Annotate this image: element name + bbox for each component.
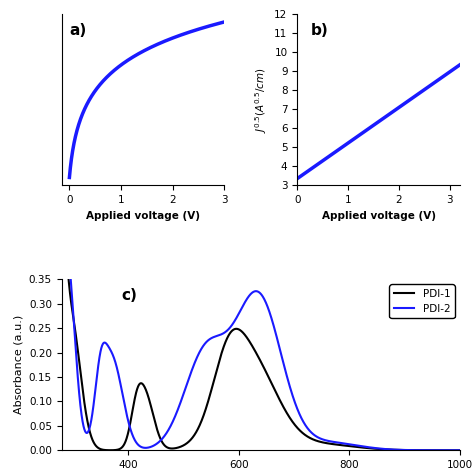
PDI-1: [457, 447, 463, 453]
PDI-2: [253, 288, 258, 294]
Line: PDI-2: PDI-2: [62, 130, 460, 450]
PDI-2: [59, 133, 64, 138]
PDI-2: [446, 447, 451, 453]
PDI-1: [60, 224, 66, 229]
Text: b): b): [310, 23, 328, 38]
PDI-1: [446, 447, 451, 453]
PDI-2: [446, 447, 451, 453]
Text: c): c): [121, 288, 137, 303]
PDI-1: [59, 228, 64, 234]
X-axis label: Applied voltage (V): Applied voltage (V): [86, 210, 200, 220]
PDI-2: [79, 416, 85, 422]
Line: PDI-1: PDI-1: [62, 227, 460, 450]
PDI-2: [457, 447, 463, 453]
Legend: PDI-1, PDI-2: PDI-1, PDI-2: [390, 284, 455, 318]
PDI-1: [79, 383, 85, 389]
Y-axis label: Absorbance (a.u.): Absorbance (a.u.): [13, 315, 23, 414]
PDI-2: [242, 300, 248, 305]
Text: a): a): [70, 23, 87, 38]
PDI-1: [242, 332, 248, 337]
PDI-2: [60, 128, 65, 133]
X-axis label: Applied voltage (V): Applied voltage (V): [321, 210, 436, 220]
Y-axis label: $J^{0.5}(A^{0.5}/cm)$: $J^{0.5}(A^{0.5}/cm)$: [253, 67, 269, 133]
PDI-2: [373, 445, 378, 451]
PDI-1: [373, 446, 378, 452]
PDI-1: [446, 447, 451, 453]
PDI-1: [253, 349, 258, 355]
